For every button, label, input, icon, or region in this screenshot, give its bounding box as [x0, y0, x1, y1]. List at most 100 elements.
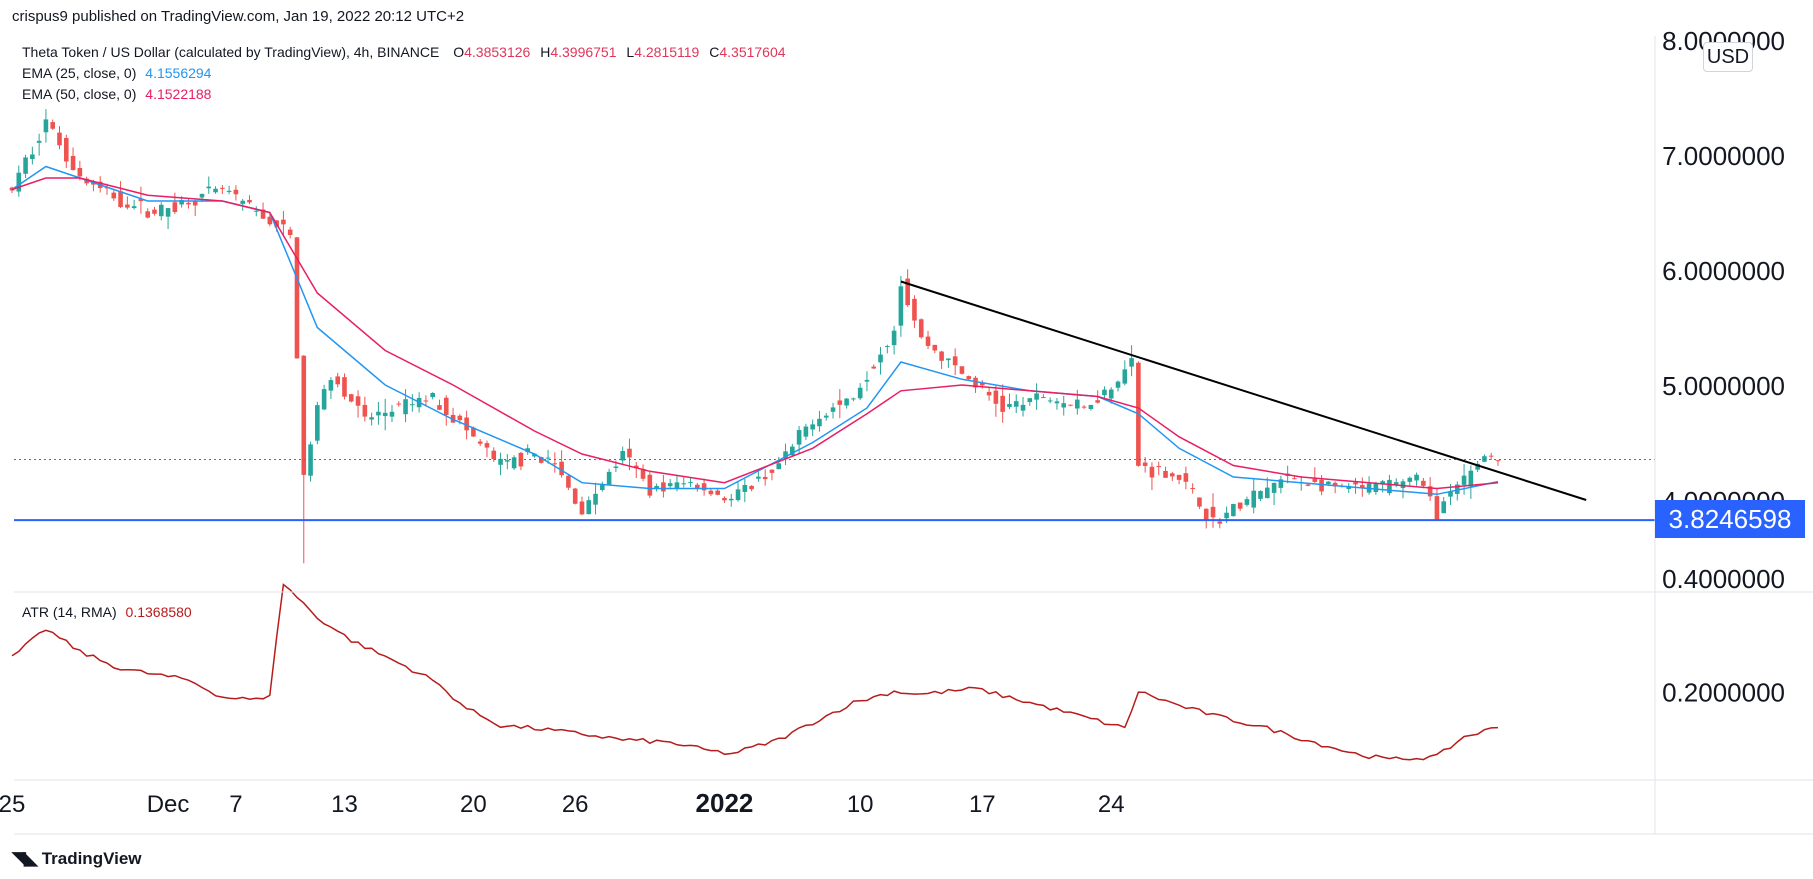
candle-body	[552, 463, 558, 465]
candle-body	[1454, 484, 1460, 494]
open-label: O	[453, 44, 465, 60]
candle-body	[851, 398, 856, 400]
candle-body	[267, 216, 273, 225]
candle-body	[912, 298, 917, 321]
candle-body	[464, 417, 469, 431]
candle-body	[57, 132, 62, 146]
symbol-title: Theta Token / US Dollar (calculated by T…	[22, 44, 440, 60]
candle-body	[118, 191, 123, 208]
atr-legend: ATR (14, RMA) 0.1368580	[22, 604, 192, 620]
candle-body	[783, 451, 788, 459]
candle-body	[1237, 502, 1243, 509]
ema50-label: EMA (50, close, 0)	[22, 86, 137, 102]
candle-body	[986, 391, 992, 396]
candle-body	[932, 344, 938, 351]
candle-body	[396, 403, 402, 405]
candle-body	[369, 417, 374, 420]
candle-body	[1170, 473, 1175, 477]
price-tick-label: 6.0000000	[1662, 256, 1785, 286]
candle-body	[973, 377, 978, 388]
candle-body	[335, 376, 340, 385]
candle-body	[688, 482, 693, 484]
candle-body	[1387, 479, 1392, 494]
candle-body	[647, 474, 653, 496]
candle-body	[728, 498, 734, 501]
candle-body	[796, 430, 802, 445]
candle-body	[301, 355, 307, 475]
candle-body	[1081, 406, 1087, 408]
ema25-legend: EMA (25, close, 0) 4.1556294	[22, 65, 211, 81]
candle-body	[810, 424, 815, 430]
candle-body	[735, 489, 741, 501]
candle-body	[233, 189, 239, 195]
candle-body	[1332, 482, 1338, 487]
publisher-line: crispus9 published on TradingView.com, J…	[12, 8, 465, 25]
candle-body	[158, 204, 164, 217]
candle-body	[511, 457, 517, 469]
candle-body	[138, 198, 144, 202]
candle-body	[308, 444, 313, 476]
candle-body	[1061, 403, 1067, 408]
candle-body	[50, 122, 56, 129]
candle-body	[654, 486, 659, 489]
atr-tick-label: 0.4000000	[1662, 564, 1785, 594]
candle-body	[1088, 404, 1094, 409]
candle-body	[179, 200, 184, 205]
candle-body	[891, 330, 897, 346]
candle-body	[1461, 475, 1467, 485]
candle-body	[1183, 473, 1189, 482]
candle-body	[613, 466, 619, 469]
candle-body	[566, 475, 571, 488]
candle-body	[1319, 479, 1324, 492]
candle-body	[199, 193, 205, 198]
atr-value: 0.1368580	[125, 604, 192, 620]
atr-line	[11, 583, 1499, 761]
candle-body	[885, 346, 890, 348]
candle-body	[362, 404, 368, 417]
candle-body	[253, 210, 259, 212]
candle-body	[993, 390, 999, 404]
candle-body	[1129, 358, 1134, 367]
price-tick-label: 5.0000000	[1662, 371, 1785, 401]
candle-body	[471, 427, 476, 437]
ema50-value: 4.1522188	[145, 86, 212, 102]
candle-body	[633, 465, 639, 469]
candle-body	[1041, 397, 1046, 399]
candle-body	[430, 393, 435, 398]
candle-body	[1149, 466, 1155, 478]
time-tick-label: 24	[1098, 791, 1125, 818]
candle-body	[1156, 466, 1162, 468]
descending-trendline	[900, 280, 1587, 501]
candle-body	[498, 458, 503, 465]
candle-body	[742, 484, 748, 492]
candle-body	[1190, 488, 1195, 490]
candle-body	[837, 400, 843, 405]
currency-button[interactable]: USD	[1703, 42, 1753, 72]
candle-body	[131, 206, 137, 209]
candle-body	[661, 482, 666, 492]
ema25-value: 4.1556294	[145, 65, 212, 81]
candle-body	[1407, 477, 1413, 482]
candle-body	[355, 396, 361, 406]
candle-body	[186, 202, 191, 205]
candle-body	[505, 460, 510, 462]
candle-body	[16, 172, 22, 192]
price-tick-label: 7.0000000	[1662, 141, 1785, 171]
candle-body	[1414, 474, 1419, 481]
candle-body	[376, 411, 381, 416]
candle-body	[762, 476, 768, 480]
candle-body	[1353, 482, 1358, 485]
candle-body	[477, 441, 483, 444]
candle-body	[1427, 486, 1433, 497]
candle-body	[695, 484, 700, 489]
candle-body	[593, 493, 598, 505]
candle-body	[1197, 497, 1202, 507]
candle-body	[959, 366, 965, 374]
candle-body	[722, 497, 727, 501]
candle-body	[1305, 484, 1311, 486]
candle-body	[559, 461, 564, 476]
atr-label: ATR (14, RMA)	[22, 604, 117, 620]
candle-body	[315, 405, 320, 441]
candle-body	[1292, 478, 1297, 480]
